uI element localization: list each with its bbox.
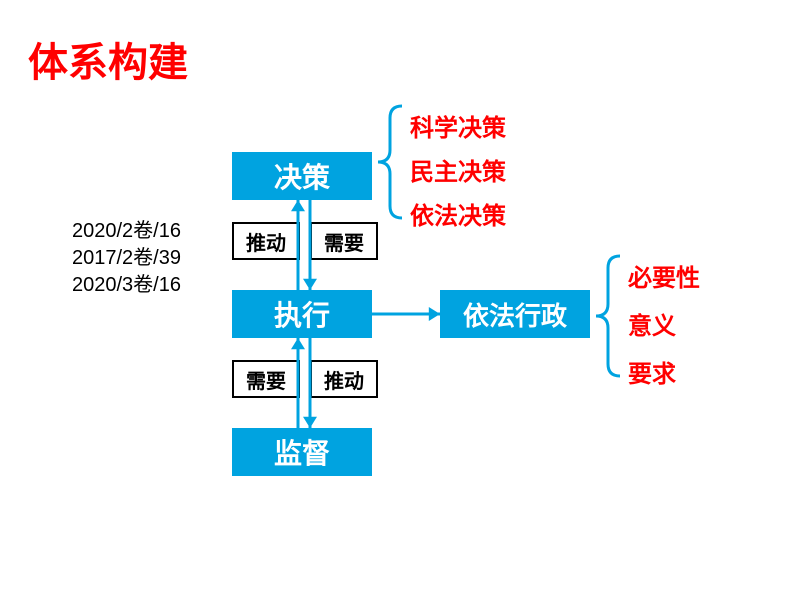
red1-item-0: 科学决策 <box>410 108 506 143</box>
label-need-bot: 需要 <box>232 360 300 398</box>
red1-item-1: 民主决策 <box>410 152 506 187</box>
side-references: 2020/2卷/16 2017/2卷/39 2020/3卷/16 <box>72 218 181 299</box>
node-supervise: 监督 <box>232 428 372 476</box>
label-need-top: 需要 <box>310 222 378 260</box>
label-push-top: 推动 <box>232 222 300 260</box>
red2-item-1: 意义 <box>628 306 676 341</box>
node-execute: 执行 <box>232 290 372 338</box>
side-ref-2: 2017/2卷/39 <box>72 245 181 272</box>
red1-item-2: 依法决策 <box>410 196 506 231</box>
red2-item-0: 必要性 <box>628 258 700 293</box>
node-decision: 决策 <box>232 152 372 200</box>
side-ref-1: 2020/2卷/16 <box>72 218 181 245</box>
node-law-admin: 依法行政 <box>440 290 590 338</box>
page-title: 体系构建 <box>28 30 188 88</box>
label-push-bot: 推动 <box>310 360 378 398</box>
side-ref-3: 2020/3卷/16 <box>72 272 181 299</box>
red2-item-2: 要求 <box>628 354 676 389</box>
